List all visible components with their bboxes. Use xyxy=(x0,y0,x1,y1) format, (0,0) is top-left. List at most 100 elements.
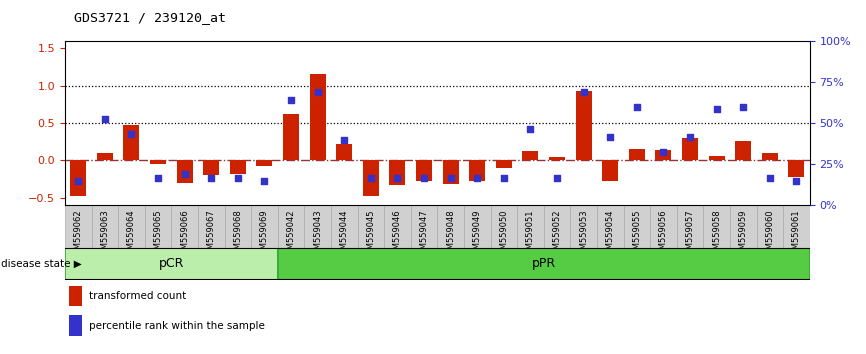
Bar xyxy=(145,205,171,248)
Text: pCR: pCR xyxy=(158,257,184,270)
Bar xyxy=(464,205,490,248)
Text: GSM559050: GSM559050 xyxy=(500,210,508,260)
Point xyxy=(337,137,351,143)
Text: GSM559066: GSM559066 xyxy=(180,210,189,260)
Bar xyxy=(118,205,145,248)
Point xyxy=(709,106,723,112)
Bar xyxy=(229,160,246,174)
Text: GSM559042: GSM559042 xyxy=(287,210,295,260)
Bar xyxy=(549,158,565,160)
Bar xyxy=(358,205,385,248)
Bar xyxy=(278,248,810,280)
Bar xyxy=(730,205,757,248)
Bar xyxy=(682,138,698,160)
Point xyxy=(178,172,191,177)
Text: GSM559063: GSM559063 xyxy=(100,210,109,260)
Bar xyxy=(437,205,464,248)
Text: transformed count: transformed count xyxy=(89,291,186,301)
Point xyxy=(630,104,643,109)
Text: GSM559069: GSM559069 xyxy=(260,210,269,260)
Bar xyxy=(283,114,299,160)
Bar xyxy=(390,160,405,185)
Point xyxy=(523,126,537,132)
Bar xyxy=(703,205,730,248)
Text: GSM559049: GSM559049 xyxy=(473,210,481,260)
Bar xyxy=(624,205,650,248)
Bar xyxy=(735,141,751,160)
Bar xyxy=(496,160,512,168)
Bar xyxy=(70,160,87,196)
Point xyxy=(417,175,431,181)
Bar xyxy=(304,205,331,248)
Text: GSM559062: GSM559062 xyxy=(74,210,83,260)
Text: GSM559068: GSM559068 xyxy=(233,210,242,260)
Bar xyxy=(363,160,378,196)
Bar xyxy=(788,160,805,177)
Point xyxy=(125,131,139,137)
Text: GSM559061: GSM559061 xyxy=(792,210,801,260)
Point xyxy=(364,175,378,181)
Bar xyxy=(124,125,139,160)
Bar xyxy=(522,152,539,160)
Text: GSM559060: GSM559060 xyxy=(766,210,774,260)
Bar xyxy=(650,205,676,248)
Bar xyxy=(385,205,410,248)
Text: GSM559047: GSM559047 xyxy=(419,210,429,260)
Bar xyxy=(177,160,192,183)
Bar xyxy=(762,153,778,160)
Bar xyxy=(443,160,459,184)
Bar xyxy=(676,205,703,248)
Bar xyxy=(708,156,725,160)
Text: GDS3721 / 239120_at: GDS3721 / 239120_at xyxy=(74,11,226,24)
Point xyxy=(470,175,484,181)
Point xyxy=(204,175,218,181)
Bar xyxy=(224,205,251,248)
Bar xyxy=(629,149,645,160)
Bar xyxy=(757,205,783,248)
Bar xyxy=(68,286,82,307)
Bar xyxy=(544,205,571,248)
Point xyxy=(443,175,457,181)
Bar xyxy=(656,150,671,160)
Bar xyxy=(65,248,278,280)
Point xyxy=(311,89,325,95)
Bar xyxy=(150,160,166,164)
Point xyxy=(151,175,165,181)
Point xyxy=(98,116,112,122)
Bar xyxy=(97,153,113,160)
Bar xyxy=(571,205,597,248)
Point xyxy=(683,135,697,140)
Point xyxy=(231,175,245,181)
Text: GSM559048: GSM559048 xyxy=(446,210,456,260)
Bar xyxy=(92,205,118,248)
Point xyxy=(391,175,404,181)
Bar xyxy=(65,205,92,248)
Point xyxy=(656,149,670,155)
Bar xyxy=(576,91,591,160)
Bar xyxy=(783,205,810,248)
Bar xyxy=(469,160,485,181)
Text: percentile rank within the sample: percentile rank within the sample xyxy=(89,320,265,331)
Text: GSM559051: GSM559051 xyxy=(526,210,535,260)
Bar xyxy=(602,160,618,181)
Bar xyxy=(310,74,326,160)
Text: pPR: pPR xyxy=(532,257,556,270)
Text: GSM559065: GSM559065 xyxy=(153,210,163,260)
Text: disease state ▶: disease state ▶ xyxy=(1,259,81,269)
Bar xyxy=(410,205,437,248)
Text: GSM559055: GSM559055 xyxy=(632,210,642,260)
Bar xyxy=(597,205,624,248)
Bar xyxy=(336,144,352,160)
Bar xyxy=(278,205,304,248)
Text: GSM559067: GSM559067 xyxy=(207,210,216,260)
Text: GSM559053: GSM559053 xyxy=(579,210,588,260)
Text: GSM559054: GSM559054 xyxy=(605,210,615,260)
Point xyxy=(497,175,511,181)
Bar xyxy=(490,205,517,248)
Point xyxy=(736,104,750,109)
Point xyxy=(257,178,271,183)
Text: GSM559043: GSM559043 xyxy=(313,210,322,260)
Text: GSM559058: GSM559058 xyxy=(712,210,721,260)
Point xyxy=(71,178,85,183)
Point xyxy=(604,135,617,140)
